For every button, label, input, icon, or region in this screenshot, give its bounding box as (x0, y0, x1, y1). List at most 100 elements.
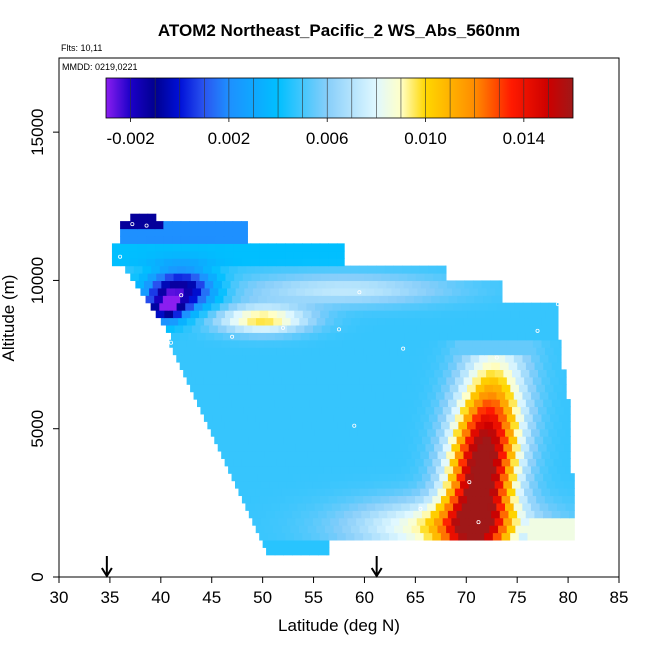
heatmap-cell (522, 391, 532, 400)
heatmap-cell (486, 324, 496, 333)
heatmap-cell (357, 391, 368, 400)
heatmap-cell (517, 473, 527, 482)
heatmap-cell (368, 450, 378, 459)
heatmap-cell (370, 361, 380, 370)
heatmap-cell (415, 458, 425, 467)
heatmap-cell (227, 287, 237, 296)
heatmap-cell (373, 406, 383, 415)
heatmap-cell (434, 369, 444, 378)
heatmap-cell (321, 443, 331, 452)
heatmap-cell (389, 310, 399, 319)
heatmap-cell (407, 273, 417, 282)
heatmap-cell (394, 488, 404, 497)
heatmap-cell (337, 273, 348, 282)
heatmap-cell (560, 436, 570, 445)
heatmap-cell (233, 310, 243, 319)
heatmap-cell (224, 347, 234, 356)
heatmap-cell (300, 361, 311, 370)
heatmap-cell (529, 480, 539, 489)
heatmap-cell (274, 547, 284, 556)
heatmap-cell (451, 443, 461, 452)
heatmap-cell (320, 310, 330, 319)
heatmap-cell (395, 473, 406, 482)
heatmap-cell (231, 361, 241, 370)
heatmap-cell (318, 399, 328, 408)
heatmap-cell (463, 317, 473, 326)
heatmap-cell (486, 287, 496, 296)
heatmap-cell (432, 532, 442, 541)
heatmap-cell (451, 369, 461, 378)
heatmap-cell (565, 465, 571, 474)
heatmap-cell (396, 295, 406, 304)
heatmap-cell (376, 450, 387, 459)
heatmap-cell (222, 332, 233, 341)
heatmap-cell (323, 428, 333, 437)
heatmap-cell (518, 532, 529, 541)
heatmap-cell (264, 376, 274, 385)
heatmap-cell (309, 332, 319, 341)
heatmap-cell (259, 310, 269, 319)
heatmap-cell (233, 258, 243, 267)
heatmap-cell (468, 369, 479, 378)
heatmap-cell (286, 480, 297, 489)
heatmap-cell (482, 332, 492, 341)
heatmap-cell (534, 510, 544, 519)
heatmap-cell (518, 458, 529, 467)
heatmap-cell (302, 384, 312, 393)
heatmap-cell (361, 473, 371, 482)
heatmap-cell (421, 510, 432, 519)
heatmap-cell (399, 324, 409, 333)
heatmap-cell (363, 458, 373, 467)
heatmap-cell (319, 384, 330, 393)
heatmap-cell (120, 258, 130, 267)
heatmap-cell (254, 302, 264, 311)
sample-point (144, 223, 149, 228)
heatmap-cell (232, 295, 242, 304)
heatmap-cell (309, 473, 319, 482)
heatmap-cell (264, 317, 274, 326)
heatmap-cell (385, 450, 395, 459)
heatmap-cell (408, 369, 418, 378)
heatmap-cell (311, 384, 321, 393)
heatmap-cell (411, 525, 421, 534)
sample-point (535, 328, 540, 333)
heatmap-cell (337, 421, 347, 430)
heatmap-cell (295, 369, 305, 378)
heatmap-cell (553, 421, 563, 430)
heatmap-cell (346, 310, 356, 319)
heatmap-cell (188, 332, 198, 341)
heatmap-cell (315, 265, 325, 274)
heatmap-cell (312, 517, 323, 526)
heatmap-cell (487, 465, 497, 474)
down-arrow-icon (101, 556, 113, 578)
heatmap-cell (233, 347, 243, 356)
heatmap-cell (496, 302, 507, 311)
heatmap-cell (254, 428, 264, 437)
heatmap-cell (212, 376, 222, 385)
heatmap-cell (273, 376, 283, 385)
heatmap-cell (326, 510, 336, 519)
heatmap-cell (311, 243, 321, 252)
heatmap-cell (473, 332, 484, 341)
heatmap-cell (449, 495, 459, 504)
heatmap-cell (305, 465, 316, 474)
heatmap-cell (295, 324, 305, 333)
heatmap-cell (385, 376, 395, 385)
heatmap-cell (352, 510, 362, 519)
heatmap-cell (347, 480, 357, 489)
heatmap-cell (555, 480, 565, 489)
heatmap-cell (501, 458, 511, 467)
heatmap-cell (210, 354, 221, 363)
heatmap-cell (302, 347, 312, 356)
heatmap-cell (292, 473, 302, 482)
heatmap-cell (252, 480, 262, 489)
heatmap-cell (287, 287, 297, 296)
heatmap-cell (572, 517, 575, 526)
heatmap-cell (224, 243, 234, 252)
heatmap-cell (514, 302, 524, 311)
heatmap-cell (231, 399, 241, 408)
heatmap-cell (549, 525, 560, 534)
heatmap-cell (551, 473, 562, 482)
heatmap-cell (295, 443, 305, 452)
sample-point (168, 340, 173, 345)
